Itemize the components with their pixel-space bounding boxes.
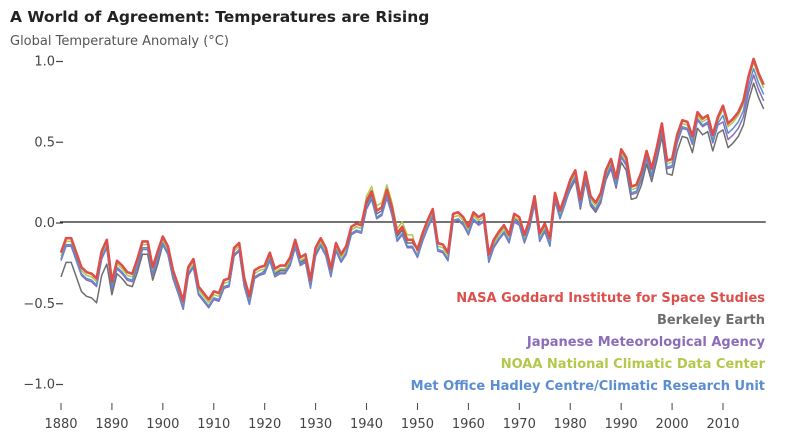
y-axis: 1.0 0.5 0.0 −0.5 −1.0 [23, 55, 63, 393]
x-tick-label: 2010 [706, 417, 739, 432]
series-line-japanese-meteorological-agency [60, 74, 765, 310]
x-tick-label: 1970 [503, 417, 536, 432]
x-tick-label: 1940 [350, 417, 383, 432]
x-tick-label: 1890 [95, 417, 128, 432]
series-lines [59, 57, 765, 310]
chart-title: A World of Agreement: Temperatures are R… [10, 8, 429, 26]
x-tick-label: 1900 [146, 417, 179, 432]
y-axis-label: Global Temperature Anomaly (°C) [10, 34, 229, 49]
series-line-met-office-hadley-centre-climatic-research-unit [60, 67, 765, 309]
x-tick-label: 1910 [197, 417, 230, 432]
x-tick-label: 2000 [656, 417, 689, 432]
y-tick-label: −1.0 [23, 378, 55, 393]
legend-entry: Japanese Meteorological Agency [526, 335, 766, 350]
x-tick-label: 1960 [452, 417, 485, 432]
y-tick-label: 0.0 [34, 216, 55, 231]
x-tick-label: 1950 [401, 417, 434, 432]
legend: NASA Goddard Institute for Space Studies… [411, 291, 766, 394]
series-line-berkeley-earth [60, 82, 765, 310]
x-tick-label: 1980 [554, 417, 587, 432]
x-tick-label: 1880 [44, 417, 77, 432]
series-line-nasa-goddard-institute-for-space-studies [59, 57, 765, 303]
x-tick-label: 1920 [248, 417, 281, 432]
x-tick-label: 1990 [605, 417, 638, 432]
legend-entry: Berkeley Earth [657, 313, 765, 328]
y-tick-label: 0.5 [34, 135, 55, 150]
legend-entry: Met Office Hadley Centre/Climatic Resear… [411, 379, 765, 394]
x-axis: 1880 1890 1900 1910 1920 1930 1940 1950 1960 1970… [44, 403, 740, 432]
legend-entry: NASA Goddard Institute for Space Studies [456, 291, 765, 306]
legend-entry: NOAA National Climatic Data Center [501, 357, 766, 372]
series-line-noaa-national-climatic-data-center [60, 61, 765, 306]
y-tick-label: −0.5 [23, 297, 55, 312]
x-tick-label: 1930 [299, 417, 332, 432]
y-tick-label: 1.0 [34, 55, 55, 70]
